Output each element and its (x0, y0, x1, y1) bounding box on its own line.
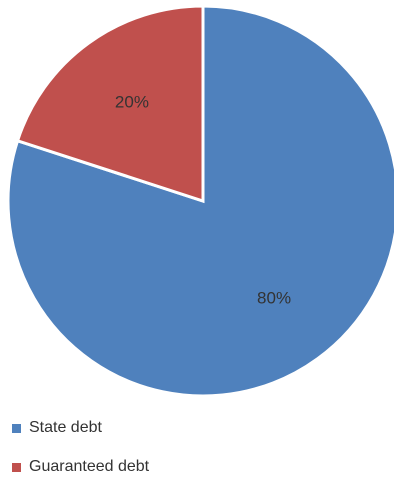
legend-item-guaranteed-debt: Guaranteed debt (12, 455, 149, 479)
pie-slice-guaranteed-debt (15, 4, 205, 204)
pie-slices (6, 4, 394, 398)
legend-swatch-guaranteed-debt (12, 462, 21, 472)
legend: State debt Guaranteed debt (12, 416, 149, 494)
data-label-guaranteed-debt: 20% (115, 93, 149, 112)
legend-swatch-state-debt (12, 423, 21, 433)
legend-label-state-debt: State debt (29, 419, 102, 436)
legend-label-guaranteed-debt: Guaranteed debt (29, 458, 150, 475)
pie-chart: 80% 20% (6, 4, 394, 398)
legend-item-state-debt: State debt (12, 416, 149, 440)
data-label-state-debt: 80% (257, 288, 291, 307)
pie-labels: 80% 20% (115, 93, 291, 308)
